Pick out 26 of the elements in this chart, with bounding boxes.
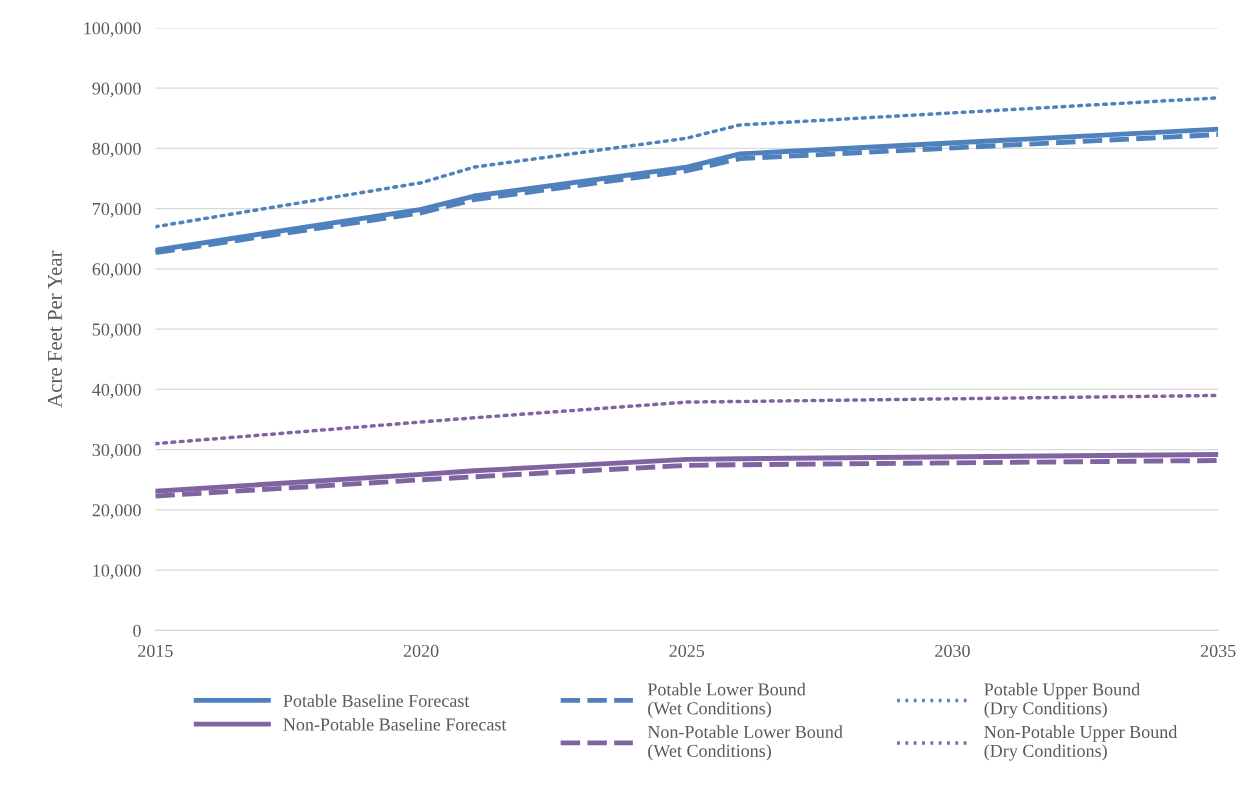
x-tick-label: 2030 bbox=[935, 644, 970, 658]
y-axis-title: Acre Feet Per Year bbox=[47, 250, 62, 408]
y-tick-label: 90,000 bbox=[92, 82, 141, 98]
x-tick-label: 2035 bbox=[1200, 644, 1236, 658]
legend-label: Non-Potable Lower Bound (Wet Conditions) bbox=[647, 725, 843, 761]
y-tick-label: 100,000 bbox=[84, 22, 141, 37]
y-tick-label: 70,000 bbox=[93, 202, 141, 218]
legend-label: Potable Lower Bound (Wet Conditions) bbox=[647, 682, 806, 719]
y-tick-label: 80,000 bbox=[92, 142, 141, 158]
y-tick-label: 0 bbox=[133, 624, 141, 637]
x-tick-label: 2015 bbox=[138, 644, 173, 658]
line-series bbox=[155, 393, 1219, 446]
x-tick-label: 2020 bbox=[403, 644, 439, 658]
legend-label: Potable Baseline Forecast bbox=[283, 694, 470, 707]
y-tick-label: 50,000 bbox=[92, 323, 141, 339]
line-series bbox=[155, 452, 1219, 494]
legend-label: Non-Potable Upper Bound (Dry Conditions) bbox=[984, 725, 1178, 761]
y-tick-label: 20,000 bbox=[92, 504, 141, 519]
y-tick-label: 60,000 bbox=[92, 263, 141, 278]
y-tick-label: 30,000 bbox=[92, 443, 141, 459]
y-tick-label: 40,000 bbox=[92, 383, 141, 399]
legend-label: Potable Upper Bound (Dry Conditions) bbox=[984, 682, 1140, 719]
legend-label: Non-Potable Baseline Forecast bbox=[283, 717, 507, 731]
line-series bbox=[155, 96, 1219, 229]
x-tick-label: 2025 bbox=[669, 644, 705, 658]
y-tick-label: 10,000 bbox=[93, 564, 141, 580]
